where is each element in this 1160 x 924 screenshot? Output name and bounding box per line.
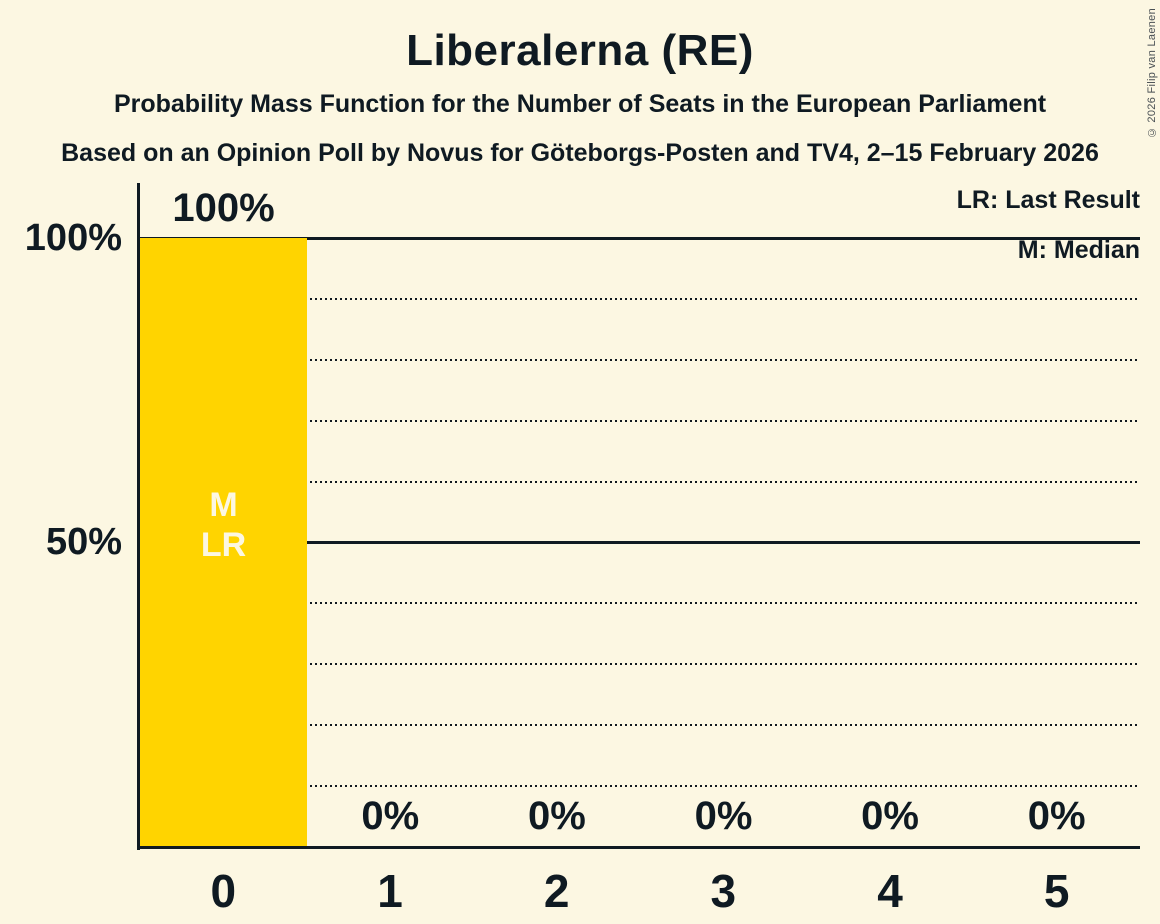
gridline-70pct xyxy=(140,420,1140,422)
x-tick-label-3: 3 xyxy=(710,865,737,917)
bar-seats-0 xyxy=(140,238,307,847)
bar-value-label-1: 0% xyxy=(361,794,420,838)
page-title: Liberalerna (RE) xyxy=(406,26,754,75)
gridline-10pct xyxy=(140,785,1140,787)
x-tick-label-4: 4 xyxy=(877,865,903,917)
gridline-60pct xyxy=(140,481,1140,483)
x-axis-line xyxy=(137,846,1140,849)
y-axis-line xyxy=(137,183,140,850)
gridline-40pct xyxy=(140,602,1140,604)
zero-value-labels: 0% 0% 0% 0% 0% xyxy=(307,794,1140,839)
x-tick-label-2: 2 xyxy=(543,865,570,917)
x-tick-label-5: 5 xyxy=(1043,865,1070,917)
chart-subtitle: Probability Mass Function for the Number… xyxy=(113,90,1047,118)
gridline-90pct xyxy=(140,298,1140,300)
chart-source-subtitle: Based on an Opinion Poll by Novus for Gö… xyxy=(61,139,1099,167)
y-tick-label-50: 50% xyxy=(45,521,122,563)
legend-median: M: Median xyxy=(1017,236,1140,264)
bar-value-label-5: 0% xyxy=(1027,794,1086,838)
bar-value-label-4: 0% xyxy=(861,794,919,838)
y-tick-label-100: 100% xyxy=(24,217,122,259)
gridline-50pct xyxy=(140,541,1140,544)
bar-marker-labels: M LR xyxy=(140,485,307,565)
gridline-30pct xyxy=(140,663,1140,665)
x-tick-label-1: 1 xyxy=(377,865,403,917)
gridline-80pct xyxy=(140,359,1140,361)
x-axis-labels: 0 1 2 3 4 5 xyxy=(140,864,1140,918)
bar-value-label-2: 0% xyxy=(527,794,586,838)
bar-value-label-3: 0% xyxy=(694,794,753,838)
copyright-notice: © 2026 Filip van Laenen xyxy=(1146,8,1158,139)
median-marker-label: M xyxy=(209,486,238,524)
gridline-20pct xyxy=(140,724,1140,726)
x-tick-label-0: 0 xyxy=(210,865,237,917)
gridline-100pct xyxy=(140,237,1140,240)
bar-value-label-0: 100% xyxy=(172,186,275,230)
last-result-marker-label: LR xyxy=(200,526,247,564)
legend-last-result: LR: Last Result xyxy=(956,186,1140,214)
